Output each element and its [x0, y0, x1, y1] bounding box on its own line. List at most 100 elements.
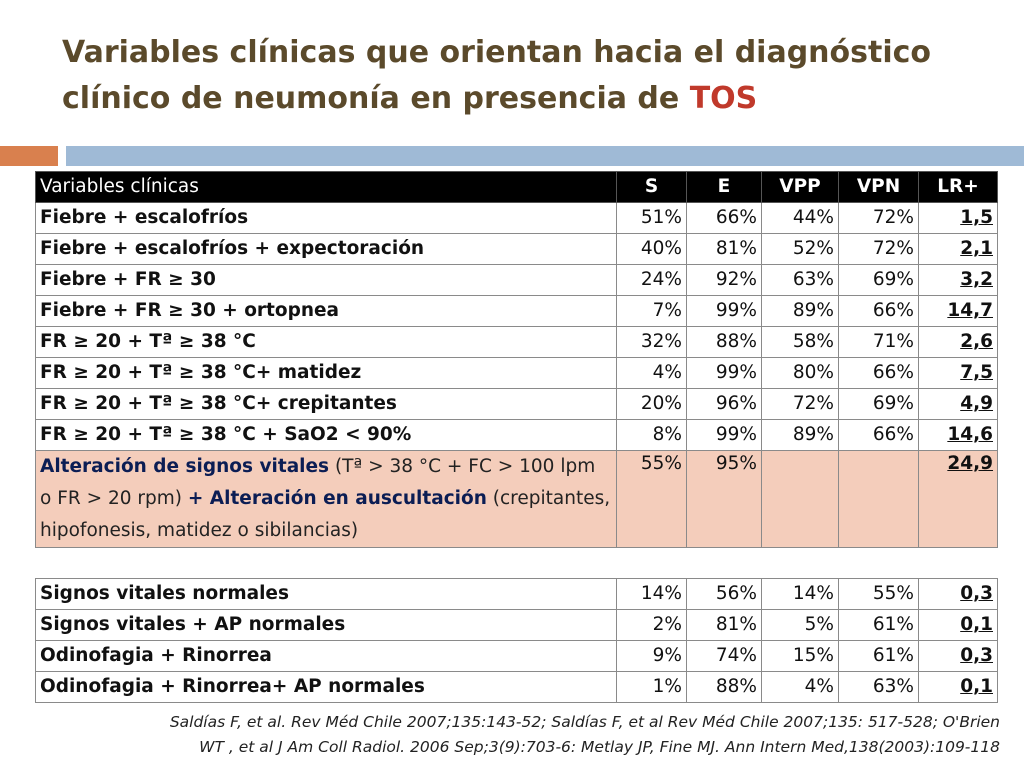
- cell-vpn: [838, 450, 919, 548]
- cell-vpp: 58%: [761, 326, 839, 358]
- header-variables: Variables clínicas: [35, 171, 617, 203]
- cell-e: 99%: [686, 419, 762, 451]
- cell-lr: 2,1: [918, 233, 998, 265]
- reference-line-1: Saldías F, et al. Rev Méd Chile 2007;135…: [169, 713, 1000, 731]
- cell-lr: 0,3: [918, 640, 998, 672]
- row-label: FR ≥ 20 + Tª ≥ 38 °C+ crepitantes: [35, 388, 617, 420]
- cell-vpn: 72%: [838, 202, 919, 234]
- cell-e: 99%: [686, 357, 762, 389]
- highlight-row-label: Alteración de signos vitales (Tª > 38 °C…: [35, 450, 617, 548]
- cell-vpp: 89%: [761, 419, 839, 451]
- table-row: Fiebre + escalofríos 51% 66% 44% 72% 1,5: [35, 202, 998, 234]
- row-label: Fiebre + FR ≥ 30 + ortopnea: [35, 295, 617, 327]
- cell-vpp: 89%: [761, 295, 839, 327]
- cell-s: 8%: [616, 419, 687, 451]
- cell-e: 81%: [686, 609, 762, 641]
- cell-lr: 7,5: [918, 357, 998, 389]
- table-row: Signos vitales normales 14% 56% 14% 55% 0,3: [35, 578, 998, 610]
- row-label: Signos vitales normales: [35, 578, 617, 610]
- header-e: E: [686, 171, 762, 203]
- references: Saldías F, et al. Rev Méd Chile 2007;135…: [40, 710, 1000, 760]
- cell-lr: 24,9: [918, 450, 998, 548]
- row-label: Fiebre + escalofríos: [35, 202, 617, 234]
- cell-lr: 4,9: [918, 388, 998, 420]
- cell-vpn: 63%: [838, 671, 919, 703]
- cell-vpn: 61%: [838, 609, 919, 641]
- accent-bar-blue: [66, 146, 1024, 166]
- slide-title: Variables clínicas que orientan hacia el…: [62, 30, 982, 122]
- cell-e: 88%: [686, 671, 762, 703]
- row-label: Fiebre + FR ≥ 30: [35, 264, 617, 296]
- title-highlight: TOS: [689, 81, 758, 116]
- highlight-text-1: (Tª > 38 °C + FC > 100 lpm o FR > 20 rpm…: [40, 456, 596, 509]
- highlight-bold-2: + Alteración en auscultación: [187, 488, 487, 509]
- row-label: Odinofagia + Rinorrea: [35, 640, 617, 672]
- cell-lr: 14,7: [918, 295, 998, 327]
- cell-e: 56%: [686, 578, 762, 610]
- table-row: Odinofagia + Rinorrea+ AP normales 1% 88% 4…: [35, 671, 998, 703]
- cell-lr: 1,5: [918, 202, 998, 234]
- cell-vpp: 5%: [761, 609, 839, 641]
- cell-s: 2%: [616, 609, 687, 641]
- cell-lr: 3,2: [918, 264, 998, 296]
- header-s: S: [616, 171, 687, 203]
- row-label: Fiebre + escalofríos + expectoración: [35, 233, 617, 265]
- cell-e: 88%: [686, 326, 762, 358]
- cell-e: 74%: [686, 640, 762, 672]
- cell-lr: 14,6: [918, 419, 998, 451]
- cell-vpp: 80%: [761, 357, 839, 389]
- cell-vpn: 66%: [838, 295, 919, 327]
- table-row: FR ≥ 20 + Tª ≥ 38 °C 32% 88% 58% 71% 2,6: [35, 326, 998, 358]
- reference-line-2: WT , et al J Am Coll Radiol. 2006 Sep;3(…: [199, 738, 1000, 756]
- cell-s: 55%: [616, 450, 687, 548]
- cell-s: 1%: [616, 671, 687, 703]
- table-row: Fiebre + FR ≥ 30 + ortopnea 7% 99% 89% 66% 14…: [35, 295, 998, 327]
- highlight-text-2: (crepitantes, hipofonesis, matidez o sib…: [40, 488, 611, 541]
- cell-lr: 0,3: [918, 578, 998, 610]
- cell-s: 40%: [616, 233, 687, 265]
- cell-s: 20%: [616, 388, 687, 420]
- cell-vpp: 63%: [761, 264, 839, 296]
- normal-signs-table: Signos vitales normales 14% 56% 14% 55% 0,3 Si…: [35, 578, 998, 703]
- cell-vpn: 72%: [838, 233, 919, 265]
- table-row: Fiebre + FR ≥ 30 24% 92% 63% 69% 3,2: [35, 264, 998, 296]
- row-label: FR ≥ 20 + Tª ≥ 38 °C: [35, 326, 617, 358]
- table-row: Signos vitales + AP normales 2% 81% 5% 61% 0,…: [35, 609, 998, 641]
- clinical-variables-table: Variables clínicas S E VPP VPN LR+ Fiebr…: [35, 171, 998, 548]
- table-row: FR ≥ 20 + Tª ≥ 38 °C + SaO2 < 90% 8% 99% 89…: [35, 419, 998, 451]
- table-row: Fiebre + escalofríos + expectoración 40% 8…: [35, 233, 998, 265]
- cell-s: 32%: [616, 326, 687, 358]
- table-row: FR ≥ 20 + Tª ≥ 38 °C+ matidez 4% 99% 80% 66%…: [35, 357, 998, 389]
- table-body-2: Signos vitales normales 14% 56% 14% 55% 0,3 Si…: [35, 578, 998, 703]
- row-label: FR ≥ 20 + Tª ≥ 38 °C+ matidez: [35, 357, 617, 389]
- table-row: Odinofagia + Rinorrea 9% 74% 15% 61% 0,3: [35, 640, 998, 672]
- cell-lr: 0,1: [918, 671, 998, 703]
- table-body: Fiebre + escalofríos 51% 66% 44% 72% 1,5 Fiebr…: [35, 202, 998, 548]
- cell-vpp: 14%: [761, 578, 839, 610]
- cell-vpp: [761, 450, 839, 548]
- cell-vpn: 66%: [838, 357, 919, 389]
- cell-vpp: 15%: [761, 640, 839, 672]
- cell-e: 92%: [686, 264, 762, 296]
- header-vpn: VPN: [838, 171, 919, 203]
- row-label: FR ≥ 20 + Tª ≥ 38 °C + SaO2 < 90%: [35, 419, 617, 451]
- cell-s: 14%: [616, 578, 687, 610]
- cell-e: 66%: [686, 202, 762, 234]
- cell-vpn: 61%: [838, 640, 919, 672]
- cell-s: 7%: [616, 295, 687, 327]
- cell-vpp: 4%: [761, 671, 839, 703]
- cell-vpp: 44%: [761, 202, 839, 234]
- cell-e: 81%: [686, 233, 762, 265]
- cell-vpn: 66%: [838, 419, 919, 451]
- cell-vpp: 72%: [761, 388, 839, 420]
- table-row: FR ≥ 20 + Tª ≥ 38 °C+ crepitantes 20% 96% 7…: [35, 388, 998, 420]
- table-header-row: Variables clínicas S E VPP VPN LR+: [35, 171, 998, 203]
- highlight-row: Alteración de signos vitales (Tª > 38 °C…: [35, 450, 998, 548]
- cell-lr: 0,1: [918, 609, 998, 641]
- cell-lr: 2,6: [918, 326, 998, 358]
- title-prefix: Variables clínicas que orientan hacia el…: [62, 35, 932, 116]
- cell-e: 96%: [686, 388, 762, 420]
- cell-vpn: 69%: [838, 264, 919, 296]
- cell-s: 51%: [616, 202, 687, 234]
- cell-e: 95%: [686, 450, 762, 548]
